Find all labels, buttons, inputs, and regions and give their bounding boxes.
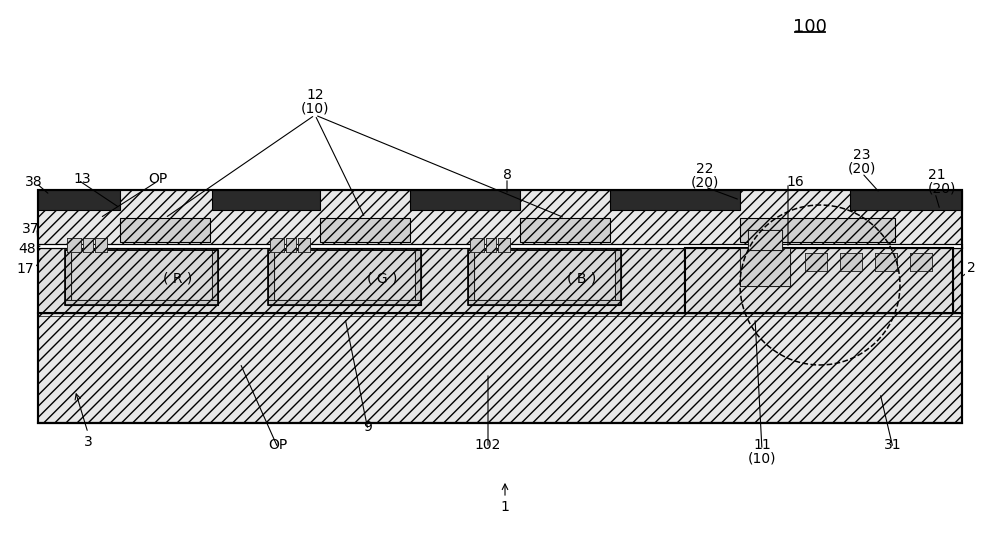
Bar	[470, 238, 484, 252]
Text: OP: OP	[268, 438, 288, 452]
Bar	[95, 238, 107, 252]
Bar	[415, 250, 421, 300]
Text: 102: 102	[475, 438, 501, 452]
Bar	[468, 250, 621, 305]
Text: 16: 16	[786, 175, 804, 189]
Text: 23: 23	[853, 148, 871, 162]
Bar	[498, 238, 510, 252]
Bar	[685, 248, 953, 313]
Bar	[298, 238, 310, 252]
Bar	[65, 300, 218, 305]
Bar	[268, 250, 421, 305]
Bar	[468, 250, 621, 300]
Text: 3: 3	[84, 435, 92, 449]
Text: OP: OP	[148, 172, 167, 186]
Text: 2: 2	[967, 261, 976, 275]
Bar	[805, 253, 827, 271]
Text: 1: 1	[501, 500, 509, 514]
Bar	[610, 190, 740, 210]
Bar	[805, 253, 827, 271]
Bar	[65, 300, 218, 305]
Bar	[65, 250, 71, 300]
Text: 9: 9	[364, 420, 372, 434]
Bar	[468, 300, 621, 305]
Text: 31: 31	[884, 438, 902, 452]
Bar	[286, 238, 296, 252]
Bar	[65, 250, 218, 300]
Bar	[268, 300, 421, 305]
Bar	[320, 218, 410, 242]
Bar	[268, 250, 274, 300]
Bar	[850, 190, 962, 210]
Bar	[875, 253, 897, 271]
Bar	[83, 238, 93, 252]
Text: ( G ): ( G )	[367, 271, 397, 285]
Bar	[615, 250, 621, 300]
Bar	[910, 253, 932, 271]
Bar	[38, 313, 962, 423]
Bar	[468, 300, 621, 305]
Bar	[83, 238, 93, 252]
Bar	[685, 248, 953, 313]
Text: 100: 100	[793, 18, 827, 36]
Bar	[212, 250, 218, 300]
Bar	[270, 238, 284, 252]
Text: 37: 37	[22, 222, 40, 236]
Bar	[410, 190, 520, 210]
Bar	[415, 250, 421, 300]
Text: 38: 38	[25, 175, 43, 189]
Bar	[38, 244, 962, 248]
Bar	[298, 238, 310, 252]
Bar	[468, 250, 474, 300]
Bar	[212, 250, 218, 300]
Text: ( R ): ( R )	[163, 271, 193, 285]
Bar	[67, 238, 81, 252]
Text: (10): (10)	[748, 451, 776, 465]
Text: 8: 8	[503, 168, 511, 182]
Text: 17: 17	[16, 262, 34, 276]
Text: (10): (10)	[301, 101, 329, 115]
Bar	[38, 248, 962, 313]
Bar	[840, 253, 862, 271]
Bar	[498, 238, 510, 252]
Bar	[740, 218, 895, 242]
Text: (20): (20)	[928, 181, 956, 195]
Bar	[520, 218, 610, 242]
Bar	[67, 238, 81, 252]
Bar	[38, 190, 120, 210]
Bar	[65, 250, 71, 300]
Bar	[268, 250, 421, 300]
Text: (20): (20)	[691, 175, 719, 189]
Text: 11: 11	[753, 438, 771, 452]
Bar	[486, 238, 496, 252]
Bar	[840, 253, 862, 271]
Bar	[38, 190, 962, 248]
Bar	[910, 253, 932, 271]
Bar	[615, 250, 621, 300]
Bar	[38, 190, 962, 423]
Text: 22: 22	[696, 162, 714, 176]
Bar	[95, 238, 107, 252]
Text: 12: 12	[306, 88, 324, 102]
Bar	[740, 248, 790, 286]
Text: 13: 13	[73, 172, 91, 186]
Text: ( B ): ( B )	[567, 271, 597, 285]
Bar	[212, 190, 320, 210]
Bar	[740, 248, 790, 286]
Text: (20): (20)	[848, 161, 876, 175]
Bar	[65, 250, 218, 305]
Text: 21: 21	[928, 168, 946, 182]
Text: 48: 48	[18, 242, 36, 256]
Bar	[748, 230, 782, 250]
Bar	[470, 238, 484, 252]
Bar	[468, 250, 474, 300]
Bar	[486, 238, 496, 252]
Bar	[268, 250, 274, 300]
Bar	[748, 230, 782, 250]
Bar	[270, 238, 284, 252]
Bar	[286, 238, 296, 252]
Bar	[875, 253, 897, 271]
Bar	[268, 300, 421, 305]
Bar	[120, 218, 210, 242]
